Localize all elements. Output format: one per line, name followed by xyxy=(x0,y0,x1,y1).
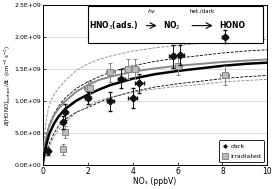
X-axis label: NOₓ (ppbV): NOₓ (ppbV) xyxy=(133,177,177,186)
Legend: dark, irradiated: dark, irradiated xyxy=(219,140,264,162)
Y-axis label: $\Delta$[HONO]$_{\rm surface}$/$\Delta$t  (cm$^{-2}$ s$^{-1}$): $\Delta$[HONO]$_{\rm surface}$/$\Delta$t… xyxy=(3,45,13,126)
